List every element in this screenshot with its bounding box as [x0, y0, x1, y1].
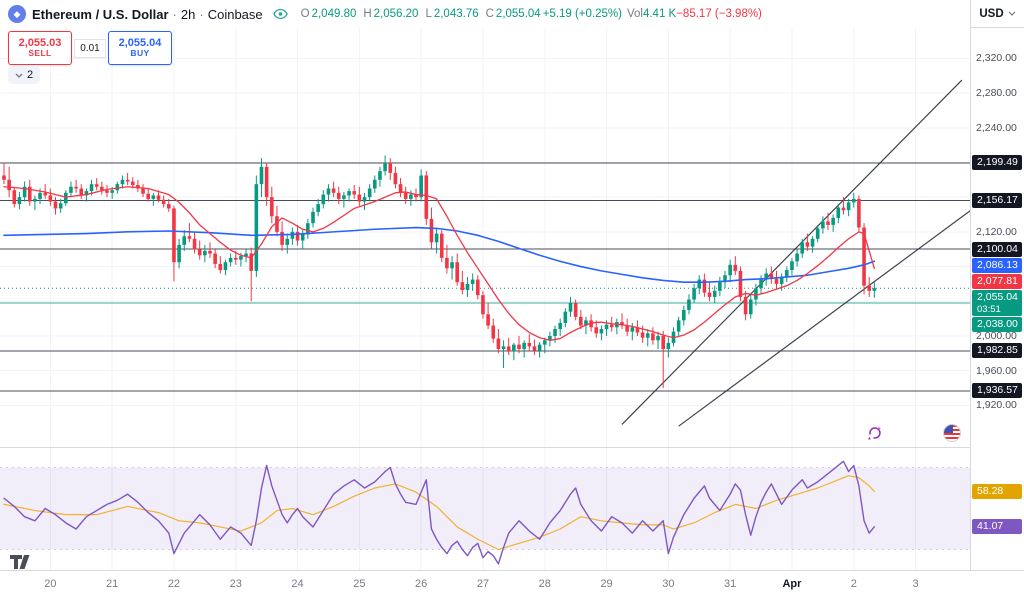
event-sparkle-icon[interactable] — [866, 424, 884, 442]
time-axis-label: 30 — [662, 578, 675, 590]
price-badge: 2,038.00 — [972, 316, 1022, 332]
indicator-count: 2 — [27, 69, 34, 81]
chart-toolbar: ◆ Ethereum / U.S. Dollar · 2h · Coinbase… — [0, 0, 970, 28]
chevron-down-icon — [15, 73, 23, 78]
exchange-button[interactable]: Coinbase — [207, 6, 263, 22]
close-label: C — [485, 8, 494, 20]
low-label: L — [425, 8, 432, 20]
price-axis-label: 2,320.00 — [976, 52, 1017, 65]
time-axis-label: 2 — [850, 578, 857, 590]
us-flag-event-icon[interactable] — [943, 424, 961, 442]
high-value: 2,056.20 — [373, 8, 419, 20]
price-axis-label: 1,960.00 — [976, 364, 1017, 377]
volume-label: Vol — [626, 8, 643, 20]
buy-label: BUY — [130, 48, 150, 59]
price-badge: 2,199.49 — [972, 155, 1022, 171]
ethereum-logo-icon: ◆ — [8, 5, 26, 23]
price-axis-label: 2,000.00 — [976, 329, 1017, 342]
separator: · — [199, 6, 204, 22]
open-value: 2,049.80 — [311, 8, 357, 20]
price-badge: 2,077.81 — [972, 273, 1022, 289]
tradingview-logo[interactable] — [10, 555, 32, 574]
price-chart-canvas[interactable] — [0, 0, 970, 570]
price-badge: 2,055.04 03:51 — [972, 289, 1022, 316]
open-label: O — [300, 8, 310, 20]
time-axis-label: 24 — [291, 578, 304, 590]
symbol-button[interactable]: Ethereum / U.S. Dollar — [32, 6, 169, 22]
low-value: 2,043.76 — [433, 8, 479, 20]
price-axis-label: 2,280.00 — [976, 87, 1017, 100]
buy-button[interactable]: 2,055.04 BUY — [108, 31, 172, 65]
time-axis[interactable]: 20 21 22 23 24 25 26 27 28 29 30 31 Apr 2 3 — [0, 570, 1024, 600]
time-axis-label: 23 — [229, 578, 242, 590]
time-axis-label: Apr — [782, 578, 802, 590]
ohlc-readout: O 2,049.80 H 2,056.20 L 2,043.76 C 2,055.04 … — [296, 8, 622, 20]
time-axis-label: 22 — [167, 578, 181, 590]
price-badge: 2,086.13 — [972, 257, 1022, 273]
sell-price: 2,055.03 — [18, 36, 62, 49]
spread-value: 0.01 — [74, 38, 106, 58]
time-axis-label: 26 — [415, 578, 428, 590]
buy-price: 2,055.04 — [118, 36, 162, 49]
flag-canton — [944, 425, 953, 433]
time-axis-label: 25 — [353, 578, 366, 590]
time-axis-label: 3 — [912, 578, 919, 590]
range-change-value: −85.17 (−3.98%) — [676, 8, 762, 20]
indicators-collapse-button[interactable]: 2 — [8, 66, 41, 84]
high-label: H — [363, 8, 372, 20]
chevron-down-icon — [1008, 11, 1016, 16]
price-badge: 2,156.17 — [972, 192, 1022, 208]
rsi-value-badge: 58.28 — [972, 484, 1022, 500]
price-axis[interactable]: USD 2,320.00 2,280.00 2,240.00 2,120.00 2,00… — [970, 0, 1024, 570]
sell-label: SELL — [28, 48, 52, 59]
sell-button[interactable]: 2,055.03 SELL — [8, 31, 72, 65]
price-axis-label: 2,240.00 — [976, 121, 1017, 134]
currency-selector[interactable]: USD — [971, 0, 1024, 28]
time-axis-label: 27 — [476, 578, 490, 590]
close-value: 2,055.04 — [495, 8, 541, 20]
price-badge: 2,100.04 — [972, 241, 1022, 257]
price-axis-label: 1,920.00 — [976, 399, 1017, 412]
volume-value: 4.41 K — [642, 8, 677, 20]
time-axis-label: 28 — [538, 578, 551, 590]
eye-icon[interactable] — [272, 8, 288, 20]
time-axis-label: 29 — [600, 578, 613, 590]
time-axis-label: 21 — [106, 578, 119, 590]
rsi-value-badge: 41.07 — [972, 519, 1022, 535]
separator: · — [172, 6, 177, 22]
currency-label: USD — [979, 7, 1004, 20]
price-badge: 1,982.85 — [972, 343, 1022, 359]
change-value: +5.19 (+0.25%) — [542, 8, 622, 20]
price-badge: 1,936.57 — [972, 383, 1022, 399]
time-axis-label: 31 — [724, 578, 737, 590]
interval-button[interactable]: 2h — [180, 6, 196, 22]
price-axis-label: 2,120.00 — [976, 225, 1017, 238]
trade-panel: 2,055.03 SELL 0.01 2,055.04 BUY — [8, 31, 172, 65]
time-axis-label: 20 — [44, 578, 57, 590]
